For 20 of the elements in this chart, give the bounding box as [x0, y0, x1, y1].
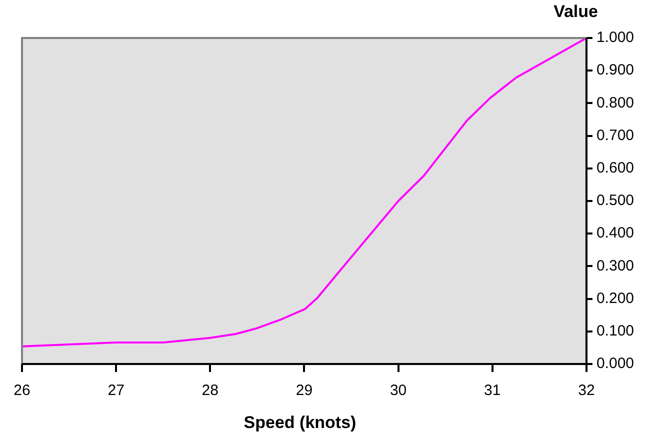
x-tick-label: 26 [14, 382, 30, 400]
y-tick-label: 0.000 [596, 355, 634, 372]
x-tick-label: 27 [108, 382, 124, 400]
y-tick-label: 0.900 [596, 62, 634, 79]
x-tick-label: 28 [202, 382, 218, 400]
y-tick-label: 0.600 [596, 160, 634, 177]
x-tick-label: 31 [484, 382, 501, 400]
y-tick-label: 1.000 [596, 29, 634, 46]
x-tick-label: 32 [578, 382, 595, 400]
x-tick-label: 29 [296, 382, 313, 400]
y-tick-label: 0.400 [596, 224, 634, 242]
y-tick-label: 0.500 [596, 192, 634, 210]
y-tick-label: 0.200 [596, 290, 634, 307]
y-tick-label: 0.300 [596, 257, 634, 274]
x-tick-label: 30 [390, 382, 407, 400]
x-axis-title: Speed (knots) [242, 413, 358, 433]
y-tick-label: 0.100 [596, 322, 634, 340]
y-tick-label: 0.700 [596, 126, 634, 144]
y-axis-title: Value [554, 2, 598, 22]
y-tick-label: 0.800 [596, 94, 634, 112]
